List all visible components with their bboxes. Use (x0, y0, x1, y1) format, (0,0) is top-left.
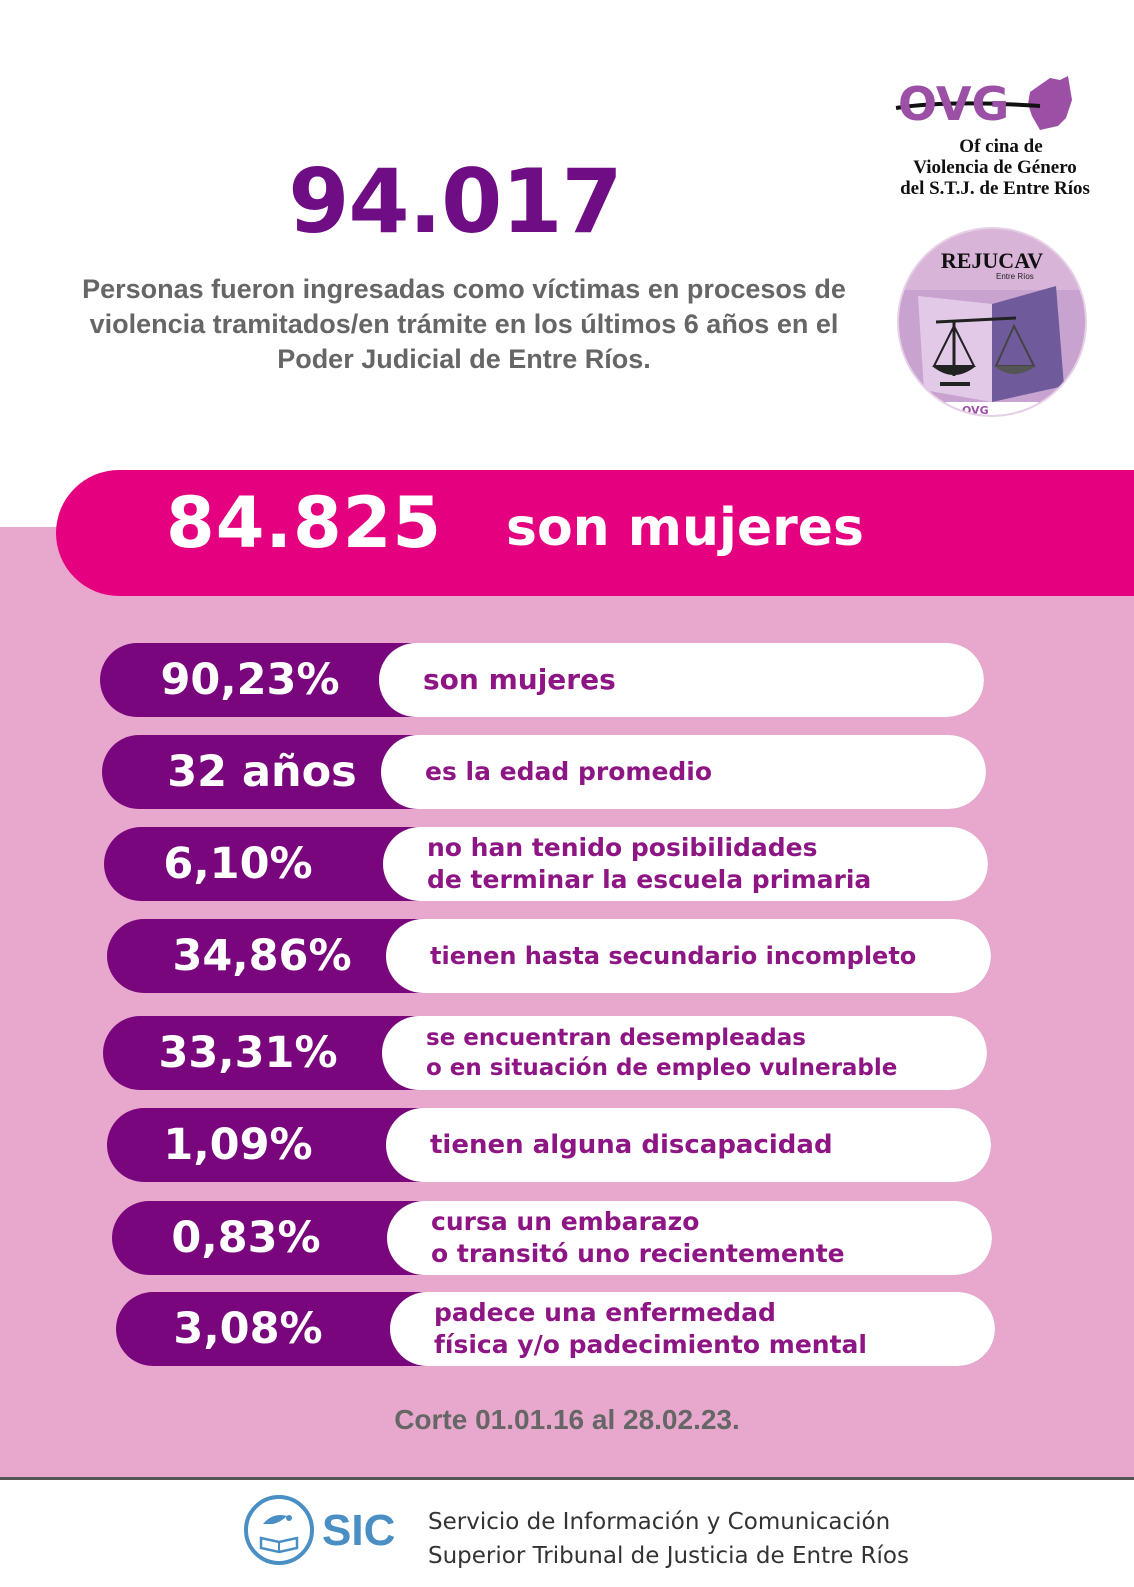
stat-value: 6,10% (163, 839, 313, 889)
stat-row: 32 años es la edad promedio (102, 735, 986, 809)
stat-row: 3,08% padece una enfermedad física y/o p… (116, 1292, 995, 1366)
stat-text: tienen hasta secundario incompleto (430, 942, 917, 970)
stat-row: 0,83% cursa un embarazo o transitó uno r… (112, 1201, 992, 1275)
stat-row: 34,86% tienen hasta secundario incomplet… (107, 919, 991, 993)
sic-name: Servicio de Información y Comunicación Su… (428, 1509, 909, 1569)
stat-row: 90,23% son mujeres (100, 643, 984, 717)
rejucav-title: REJUCAV (940, 248, 1044, 273)
stat-value: 0,83% (171, 1213, 321, 1263)
stat-text: se encuentran desempleadas o en situació… (426, 1025, 898, 1081)
ovg-name: Of cina de Violencia de Género del S.T.J. … (900, 136, 1090, 199)
stat-value: 32 años (167, 747, 357, 797)
stat-text: padece una enfermedad física y/o padecim… (434, 1298, 867, 1359)
stat-pill: cursa un embarazo o transitó uno recient… (387, 1201, 992, 1275)
stat-row: 33,31% se encuentran desempleadas o en s… (103, 1016, 987, 1090)
stat-row: 1,09% tienen alguna discapacidad (107, 1108, 991, 1182)
scales-of-justice-icon: OVG (897, 227, 1087, 417)
stat-value: 34,86% (172, 931, 352, 981)
total-victims-number: 94.017 (288, 150, 623, 253)
stat-text: tienen alguna discapacidad (430, 1130, 833, 1160)
stat-pill: padece una enfermedad física y/o padecim… (390, 1292, 995, 1366)
ovg-map-icon: OVG (895, 76, 1072, 131)
stat-value: 3,08% (173, 1304, 323, 1354)
stat-value: 1,09% (163, 1120, 313, 1170)
stat-pill: tienen alguna discapacidad (386, 1108, 991, 1182)
stat-pill: se encuentran desempleadas o en situació… (382, 1016, 987, 1090)
footer-divider (0, 1477, 1134, 1480)
total-victims-description: Personas fueron ingresadas como víctimas… (82, 274, 846, 374)
stat-value: 90,23% (160, 655, 340, 705)
stat-text: no han tenido posibilidades de terminar … (427, 833, 872, 894)
stat-pill: es la edad promedio (381, 735, 986, 809)
sic-acronym: SIC (322, 1506, 396, 1555)
rejucav-subtitle: Entre Ríos (996, 272, 1034, 281)
stat-text: son mujeres (423, 663, 616, 696)
rejucav-logo: OVG REJUCAV Entre Ríos (896, 226, 1088, 418)
women-label: son mujeres (506, 498, 864, 558)
stat-text: cursa un embarazo o transitó uno recient… (431, 1207, 845, 1268)
stat-row: 6,10% no han tenido posibilidades de ter… (104, 827, 988, 901)
svg-text:OVG: OVG (962, 404, 989, 417)
svg-text:OVG: OVG (898, 77, 1009, 131)
cutoff-date: Corte 01.01.16 al 28.02.23. (394, 1404, 740, 1435)
women-highlight-band: 84.825 son mujeres (56, 470, 1134, 596)
sic-logo-icon (244, 1495, 314, 1565)
stat-pill: no han tenido posibilidades de terminar … (383, 827, 988, 901)
stat-pill: son mujeres (379, 643, 984, 717)
stat-value: 33,31% (158, 1028, 338, 1078)
stat-pill: tienen hasta secundario incompleto (386, 919, 991, 993)
ovg-logo: OVG Of cina de Violencia de Género del S.T… (890, 70, 1100, 200)
women-count: 84.825 (166, 482, 443, 564)
stat-text: es la edad promedio (425, 757, 713, 786)
